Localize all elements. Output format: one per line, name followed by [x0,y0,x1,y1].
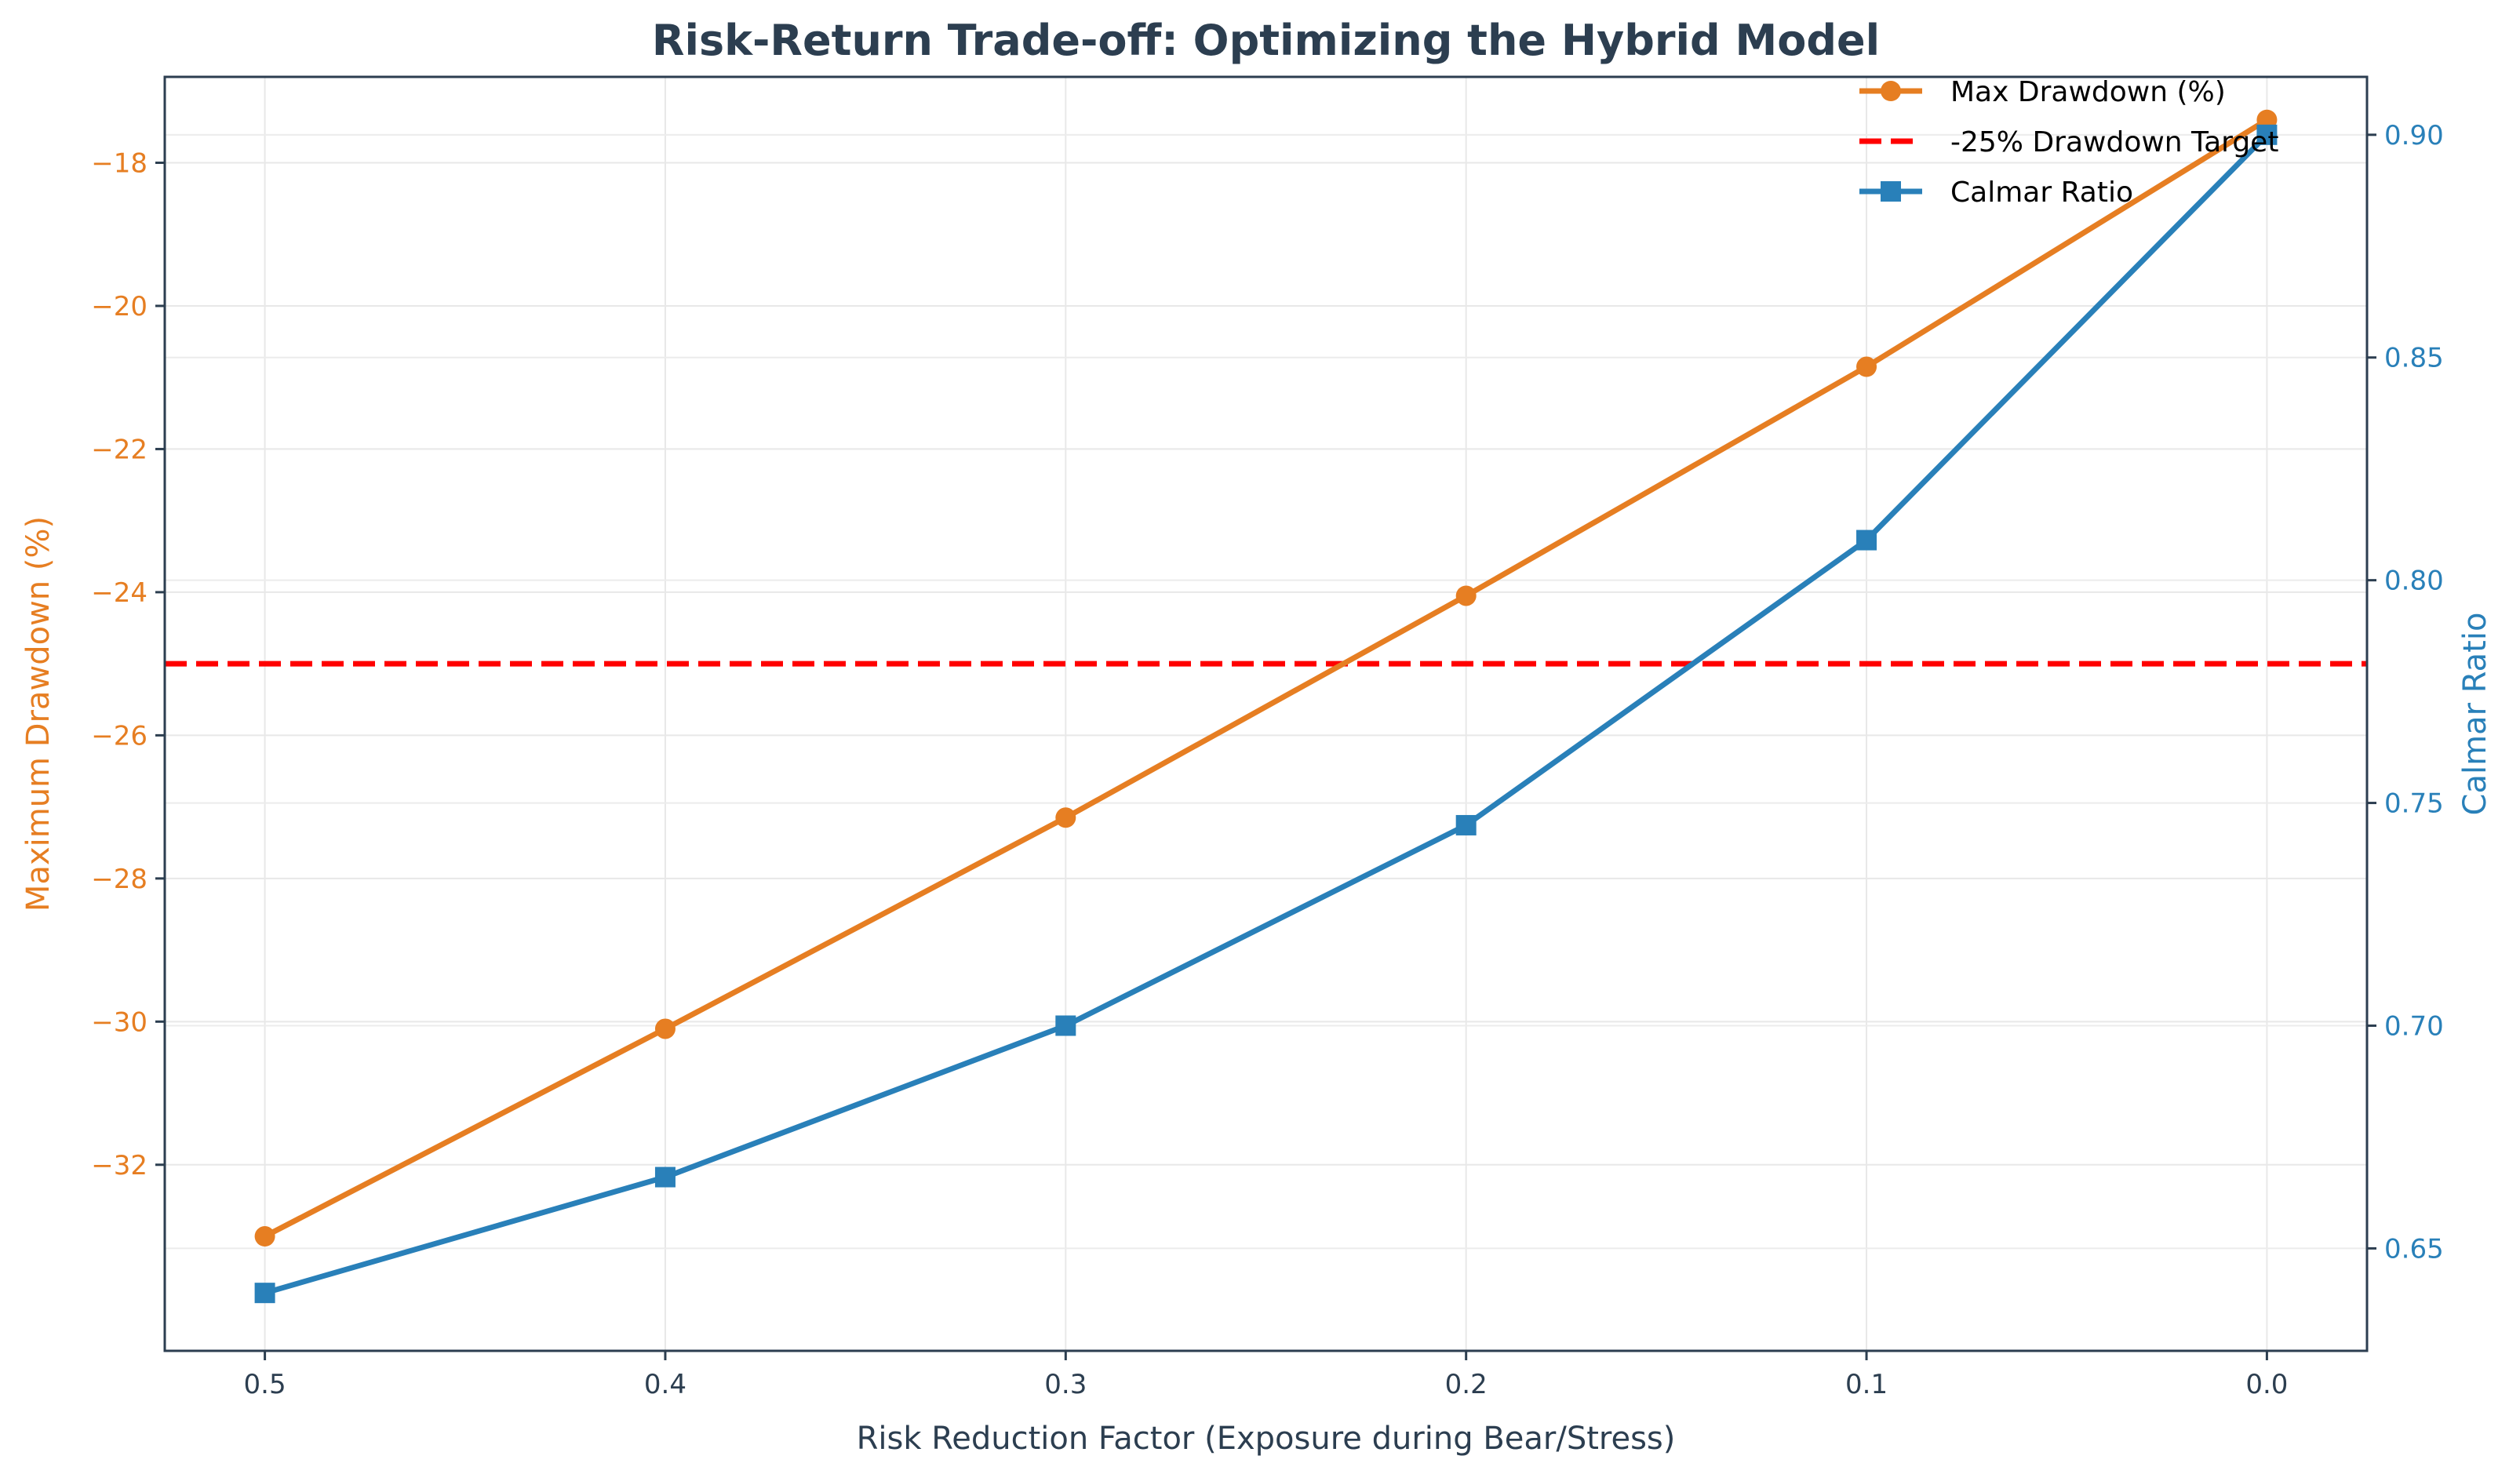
x-axis-ticks: 0.5 0.4 0.3 0.2 0.1 0.0 [244,1351,2288,1400]
data-point [254,1283,275,1304]
legend-item: -25% Drawdown Target [1859,126,2278,158]
legend-label: Max Drawdown (%) [1950,76,2226,108]
right-tick-label: 0.85 [2384,343,2444,374]
plot-frame [163,75,2369,1352]
right-tick-label: 0.80 [2384,566,2444,597]
data-point [2256,124,2278,145]
left-tick-label: −28 [91,864,147,895]
right-axis-label: Calmar Ratio [2457,613,2493,816]
right-tick-label: 0.70 [2384,1010,2444,1042]
data-point [1856,530,1877,551]
right-tick-label: 0.75 [2384,788,2444,820]
right-axis-ticks: 0.65 0.70 0.75 0.80 0.85 0.90 [2367,120,2444,1265]
legend-item: Max Drawdown (%) [1859,76,2226,108]
data-point [254,1226,275,1247]
data-point [1055,807,1076,828]
left-tick-label: −22 [91,434,147,465]
left-tick-label: −30 [91,1006,147,1038]
legend-label: Calmar Ratio [1950,177,2133,209]
legend-label: -25% Drawdown Target [1950,126,2278,158]
left-tick-label: −24 [91,577,147,609]
calmar-ratio-series [254,124,2278,1304]
legend-marker [1881,181,1901,202]
right-tick-label: 0.90 [2384,120,2444,151]
x-tick-label: 0.1 [1845,1369,1888,1400]
x-tick-label: 0.3 [1044,1369,1087,1400]
max-drawdown-series [254,109,2278,1247]
legend-marker [1881,81,1901,101]
data-point [1455,814,1477,835]
data-point [1856,356,1877,377]
x-axis-label: Risk Reduction Factor (Exposure during B… [857,1421,1676,1457]
grid [165,77,2367,1351]
x-tick-label: 0.2 [1445,1369,1488,1400]
data-point [654,1018,676,1039]
left-tick-label: −32 [91,1150,147,1181]
series-line [263,117,2269,1239]
left-tick-label: −26 [91,720,147,752]
right-tick-label: 0.65 [2384,1233,2444,1265]
series-layer [254,109,2278,1304]
chart-title: Risk-Return Trade-off: Optimizing the Hy… [652,16,1880,65]
data-point [1055,1015,1076,1036]
legend-item: Calmar Ratio [1859,177,2133,209]
left-axis-label: Maximum Drawdown (%) [20,516,56,912]
legend: Max Drawdown (%) -25% Drawdown Target Calm… [1859,76,2278,209]
left-tick-label: −20 [91,291,147,322]
x-tick-label: 0.4 [644,1369,686,1400]
data-point [1455,585,1477,606]
left-axis-ticks: −32 −30 −28 −26 −24 −22 −20 −18 [91,147,165,1181]
x-tick-label: 0.0 [2245,1369,2288,1400]
data-point [654,1166,676,1188]
series-line [264,133,2269,1296]
x-tick-label: 0.5 [244,1369,286,1400]
left-tick-label: −18 [91,147,147,179]
